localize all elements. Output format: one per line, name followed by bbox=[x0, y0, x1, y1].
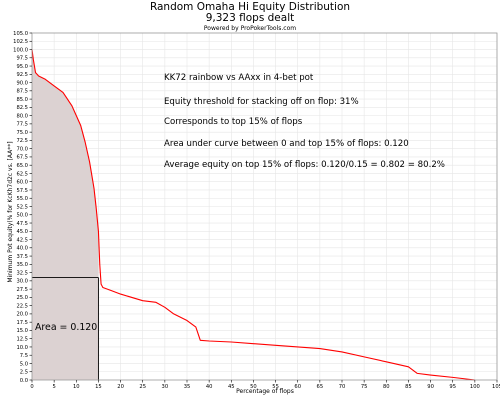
area-under-curve bbox=[32, 49, 99, 381]
x-tick-label: 30 bbox=[162, 384, 169, 390]
y-tick-label: 30.0 bbox=[16, 279, 28, 285]
y-tick-label: 27.5 bbox=[16, 287, 28, 293]
chart-header: Random Omaha Hi Equity Distribution 9,32… bbox=[0, 2, 500, 33]
x-tick-label: 85 bbox=[405, 384, 412, 390]
y-tick-label: 105.0 bbox=[13, 31, 28, 37]
series-line bbox=[31, 49, 475, 381]
x-tick-label: 45 bbox=[228, 384, 235, 390]
x-tick-label: 105 bbox=[492, 384, 500, 390]
annotation-1: KK72 rainbow vs AAxx in 4-bet pot bbox=[164, 73, 314, 83]
y-tick-label: 20.0 bbox=[16, 312, 28, 318]
y-tick-label: 37.5 bbox=[16, 254, 28, 260]
y-tick-label: 85.0 bbox=[16, 97, 28, 103]
y-tick-label: 40.0 bbox=[16, 246, 28, 252]
y-tick-label: 97.5 bbox=[16, 56, 28, 62]
y-tick-label: 90.0 bbox=[16, 80, 28, 86]
x-tick-label: 80 bbox=[383, 384, 390, 390]
x-tick-label: 10 bbox=[73, 384, 80, 390]
y-tick-label: 92.5 bbox=[16, 72, 28, 78]
x-tick-label: 70 bbox=[339, 384, 346, 390]
y-tick-label: 42.5 bbox=[16, 237, 28, 243]
annotation-4: Area under curve between 0 and top 15% o… bbox=[164, 139, 409, 149]
chart-subtitle: 9,323 flops dealt bbox=[205, 12, 295, 24]
x-tick-label: 35 bbox=[184, 384, 191, 390]
threshold-marker bbox=[32, 277, 99, 380]
y-tick-label: 70.0 bbox=[16, 146, 28, 152]
y-tick-label: 15.0 bbox=[16, 328, 28, 334]
x-tick-label: 0 bbox=[30, 384, 33, 390]
x-tick-label: 75 bbox=[361, 384, 368, 390]
x-tick-label: 55 bbox=[272, 384, 279, 390]
area-label: Area = 0.120 bbox=[35, 322, 97, 333]
annotation-3: Corresponds to top 15% of flops bbox=[164, 117, 303, 127]
y-tick-label: 2.5 bbox=[20, 370, 28, 376]
y-tick-label: 95.0 bbox=[16, 64, 28, 70]
x-tick-label: 5 bbox=[52, 384, 55, 390]
y-tick-label: 35.0 bbox=[16, 262, 28, 268]
y-tick-label: 75.0 bbox=[16, 130, 28, 136]
y-tick-label: 102.5 bbox=[13, 39, 28, 45]
y-tick-label: 87.5 bbox=[16, 89, 28, 95]
annotation-5: Average equity on top 15% of flops: 0.12… bbox=[164, 160, 445, 170]
x-axis-label: Percentage of flops bbox=[236, 388, 294, 395]
grid bbox=[31, 32, 498, 381]
y-tick-label: 5.0 bbox=[20, 361, 28, 367]
chart-credit: Powered by ProPokerTools.com bbox=[203, 25, 297, 32]
y-tick-label: 77.5 bbox=[16, 122, 28, 128]
y-tick-label: 60.0 bbox=[16, 180, 28, 186]
x-tick-label: 95 bbox=[449, 384, 456, 390]
y-tick-label: 55.0 bbox=[16, 196, 28, 202]
x-tick-label: 40 bbox=[206, 384, 213, 390]
x-tick-label: 15 bbox=[95, 384, 102, 390]
y-axis-label: Minimum Pot equity(% for KcKh7d2c vs. [A… bbox=[7, 141, 14, 282]
y-tick-label: 72.5 bbox=[16, 138, 28, 144]
y-tick-label: 10.0 bbox=[16, 345, 28, 351]
y-tick-label: 45.0 bbox=[16, 229, 28, 235]
x-tick-label: 90 bbox=[427, 384, 434, 390]
y-tick-label: 57.5 bbox=[16, 188, 28, 194]
y-tick-label: 17.5 bbox=[16, 320, 28, 326]
axis-ticks: 0 5 10 15 20 25 30 35 40 45 50 55 60 65 70 75 80 85 90 95 10… bbox=[13, 31, 500, 390]
y-tick-label: 32.5 bbox=[16, 270, 28, 276]
x-tick-label: 25 bbox=[139, 384, 146, 390]
y-tick-label: 82.5 bbox=[16, 105, 28, 111]
annotations: KK72 rainbow vs AAxx in 4-bet pot Equity… bbox=[164, 73, 445, 170]
x-tick-label: 65 bbox=[317, 384, 324, 390]
y-tick-label: 47.5 bbox=[16, 221, 28, 227]
y-tick-label: 62.5 bbox=[16, 171, 28, 177]
y-tick-label: 52.5 bbox=[16, 204, 28, 210]
y-tick-label: 12.5 bbox=[16, 336, 28, 342]
y-tick-label: 0.0 bbox=[20, 378, 28, 384]
y-tick-label: 80.0 bbox=[16, 113, 28, 119]
x-tick-label: 50 bbox=[250, 384, 257, 390]
chart-title: Random Omaha Hi Equity Distribution bbox=[149, 1, 351, 13]
y-tick-label: 50.0 bbox=[16, 213, 28, 219]
y-tick-label: 25.0 bbox=[16, 295, 28, 301]
y-tick-label: 7.5 bbox=[20, 353, 28, 359]
y-tick-label: 67.5 bbox=[16, 155, 28, 161]
x-tick-label: 20 bbox=[117, 384, 124, 390]
y-tick-label: 100.0 bbox=[13, 47, 28, 53]
y-tick-label: 65.0 bbox=[16, 163, 28, 169]
x-tick-label: 100 bbox=[470, 384, 480, 390]
annotation-2: Equity threshold for stacking off on flo… bbox=[164, 97, 359, 107]
y-tick-label: 22.5 bbox=[16, 303, 28, 309]
x-tick-label: 60 bbox=[294, 384, 301, 390]
